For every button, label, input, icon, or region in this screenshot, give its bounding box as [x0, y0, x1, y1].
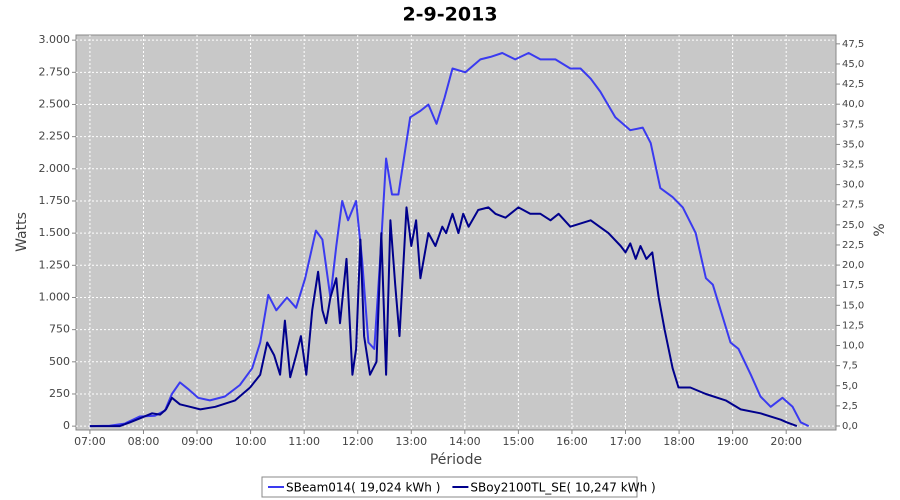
x-tick-label: 19:00 [717, 435, 749, 448]
y2-tick-label: 37,5 [842, 119, 864, 130]
x-tick-label: 17:00 [610, 435, 642, 448]
y-tick-label: 1.250 [39, 258, 71, 271]
y2-tick-label: 17,5 [842, 280, 864, 291]
y2-tick-label: 12,5 [842, 320, 864, 331]
y2-tick-label: 15,0 [842, 300, 864, 311]
y2-tick-label: 25,0 [842, 220, 864, 231]
x-tick-label: 20:00 [770, 435, 802, 448]
y-tick-label: 2.750 [39, 65, 71, 78]
chart-title: 2-9-2013 [402, 4, 497, 26]
y-tick-label: 2.000 [39, 162, 71, 175]
x-axis-label: Période [430, 452, 482, 468]
y-tick-label: 3.000 [39, 33, 71, 46]
y2-tick-label: 22,5 [842, 240, 864, 251]
x-tick-label: 14:00 [449, 435, 481, 448]
y2-tick-label: 30,0 [842, 180, 864, 191]
y2-tick-label: 40,0 [842, 99, 864, 110]
y2-tick-label: 0,0 [842, 421, 858, 432]
y-tick-label: 750 [49, 323, 70, 336]
x-tick-label: 16:00 [556, 435, 588, 448]
legend-label: SBoy2100TL_SE( 10,247 kWh ) [470, 481, 655, 495]
legend [261, 476, 638, 498]
y2-tick-label: 35,0 [842, 139, 864, 150]
y-tick-label: 1.750 [39, 194, 71, 207]
x-tick-label: 09:00 [181, 435, 213, 448]
series-line [89, 52, 810, 428]
y-tick-label: 500 [49, 355, 70, 368]
x-tick-label: 18:00 [663, 435, 695, 448]
y2-tick-label: 42,5 [842, 79, 864, 90]
y2-tick-label: 20,0 [842, 260, 864, 271]
series-line [89, 206, 798, 428]
x-tick-label: 11:00 [288, 435, 320, 448]
y-tick-label: 250 [49, 387, 70, 400]
y-tick-label: 2.250 [39, 130, 71, 143]
y2-tick-label: 32,5 [842, 160, 864, 171]
y2-tick-label: 47,5 [842, 39, 864, 50]
y2-axis-label: % [872, 223, 888, 236]
x-tick-label: 15:00 [503, 435, 535, 448]
x-tick-label: 12:00 [342, 435, 374, 448]
y2-tick-label: 45,0 [842, 59, 864, 70]
y-tick-label: 1.000 [39, 290, 71, 303]
y2-tick-label: 27,5 [842, 200, 864, 211]
x-tick-label: 07:00 [74, 435, 106, 448]
y-tick-label: 2.500 [39, 97, 71, 110]
x-tick-label: 08:00 [128, 435, 160, 448]
y-tick-label: 0 [63, 419, 70, 432]
legend-label: SBeam014( 19,024 kWh ) [286, 481, 440, 495]
y2-tick-label: 5,0 [842, 381, 858, 392]
x-tick-label: 10:00 [235, 435, 267, 448]
y-axis-label: Watts [14, 212, 30, 252]
y2-tick-label: 2,5 [842, 401, 858, 412]
y2-tick-label: 7,5 [842, 361, 858, 372]
y2-tick-label: 10,0 [842, 341, 864, 352]
plot-area [75, 34, 837, 431]
x-tick-label: 13:00 [395, 435, 427, 448]
y-tick-label: 1.500 [39, 226, 71, 239]
